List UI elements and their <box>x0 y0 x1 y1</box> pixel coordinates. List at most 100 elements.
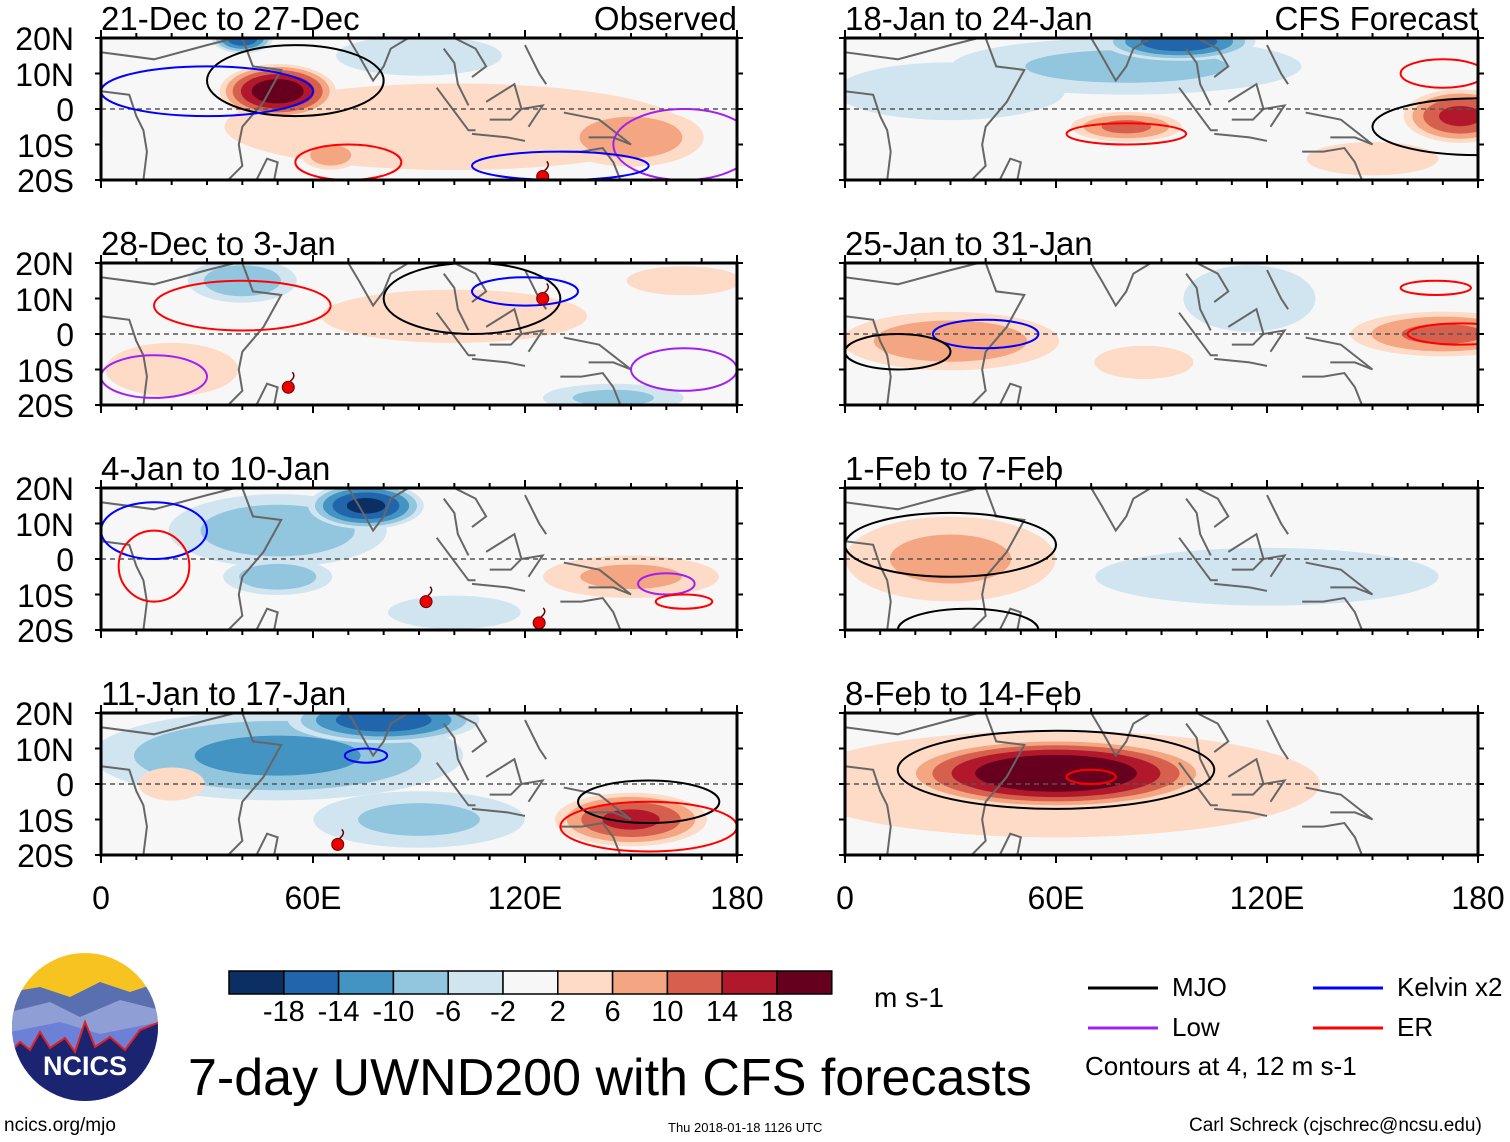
coastline <box>101 263 236 286</box>
coastline <box>1196 38 1230 78</box>
coastline <box>1090 488 1152 533</box>
legend-label: MJO <box>1172 972 1227 1002</box>
wind-anomaly-shading <box>335 713 432 732</box>
coastline <box>1196 713 1230 753</box>
coastline <box>560 371 622 405</box>
coastline <box>845 713 979 736</box>
coastline <box>1266 44 1289 85</box>
y-tick-label: 0 <box>56 767 74 803</box>
coastline <box>1266 494 1289 535</box>
coastline <box>845 488 979 511</box>
coastline <box>970 713 1026 855</box>
coastline <box>227 263 283 405</box>
y-tick-label: 0 <box>56 317 74 353</box>
coastline <box>563 561 632 596</box>
coastline <box>1090 263 1152 308</box>
colorbar-box <box>228 970 285 995</box>
y-tick-label: 20N <box>15 471 74 507</box>
coastline <box>101 315 148 405</box>
mjo-contour <box>896 729 1216 810</box>
coastline <box>227 713 283 855</box>
wind-anomaly-shading <box>387 595 521 629</box>
colorbar-box <box>776 970 833 995</box>
kelvin-contour <box>471 276 579 307</box>
coastline <box>347 713 409 758</box>
coastline <box>471 357 526 367</box>
er-contour <box>1065 122 1188 146</box>
colorbar-label: -18 <box>262 996 305 1028</box>
coastline <box>998 607 1022 630</box>
map-panel <box>95 480 743 638</box>
mjo-contour <box>845 511 1057 578</box>
panel-title: 1-Feb to 7-Feb <box>845 450 1064 487</box>
coastline <box>998 157 1022 180</box>
er-contour <box>1399 58 1478 89</box>
wind-anomaly-shading <box>1306 142 1439 176</box>
coastline <box>453 713 488 753</box>
units-label: m s-1 <box>874 982 944 1013</box>
map-panel <box>95 255 743 413</box>
coastline <box>347 263 409 308</box>
mjo-contour <box>1371 97 1478 157</box>
x-tick-label: 120E <box>487 880 563 916</box>
coastline <box>521 779 545 803</box>
wind-anomaly-shading <box>626 266 737 296</box>
coastline <box>1305 336 1374 371</box>
coastline <box>845 38 979 61</box>
y-tick-label: 20N <box>15 246 74 282</box>
contour-note: Contours at 4, 12 m s-1 <box>1085 1051 1357 1081</box>
y-tick-label: 20N <box>15 696 74 732</box>
wind-anomaly-shading <box>1094 345 1194 380</box>
coastline <box>970 38 1026 180</box>
coastline <box>560 821 622 855</box>
coastline <box>435 762 476 807</box>
mjo-contour <box>896 607 1040 630</box>
map-panel <box>839 705 1484 863</box>
low-contour <box>630 347 737 392</box>
y-tick-label: 10N <box>15 731 74 768</box>
colorbar-label: -14 <box>317 996 360 1028</box>
coastline <box>1266 269 1289 310</box>
mjo-contour <box>206 44 385 118</box>
y-tick-label: 20N <box>15 21 74 57</box>
coastline <box>1263 104 1287 128</box>
kelvin-contour <box>931 318 1040 350</box>
wind-anomaly-shading <box>358 803 480 836</box>
storm-marker <box>331 828 345 851</box>
coastline <box>524 719 548 760</box>
colorbar-box <box>447 970 504 995</box>
panel-title: 28-Dec to 3-Jan <box>101 225 336 262</box>
wind-anomaly-shading <box>200 504 355 557</box>
ncics-logo: NCICS <box>10 952 160 1102</box>
source-url[interactable]: ncics.org/mjo <box>4 1115 116 1136</box>
colorbar-label: 14 <box>706 996 739 1028</box>
coastline <box>227 488 283 630</box>
coastline <box>101 90 148 180</box>
map-panel <box>95 705 743 863</box>
er-contour <box>654 593 714 610</box>
wind-anomaly-shading <box>105 342 239 397</box>
timestamp: Thu 2018-01-18 1126 UTC <box>668 1120 823 1135</box>
coastline <box>1178 762 1218 807</box>
panel-title: 11-Jan to 17-Jan <box>101 675 347 712</box>
kelvin-contour <box>101 501 208 560</box>
coastline <box>1214 807 1268 817</box>
mjo-contour <box>577 779 721 825</box>
colorbar-box <box>611 970 669 995</box>
coastline <box>1178 537 1218 582</box>
coastline <box>521 554 545 578</box>
er-contour <box>1399 279 1472 296</box>
coastline <box>1214 132 1268 142</box>
wind-anomaly-shading <box>251 79 304 104</box>
x-tick-label: 60E <box>1027 880 1085 916</box>
wind-anomaly-shading <box>873 320 1028 362</box>
panel-title: 25-Jan to 31-Jan <box>845 225 1093 262</box>
panel-title: 4-Jan to 10-Jan <box>101 450 331 487</box>
coastline <box>1196 263 1230 303</box>
colorbar-label: -2 <box>490 996 516 1028</box>
wind-anomaly-shading <box>579 116 683 159</box>
colorbar-label: -10 <box>372 996 415 1028</box>
low-contour <box>612 108 737 180</box>
map-panel <box>95 30 743 188</box>
